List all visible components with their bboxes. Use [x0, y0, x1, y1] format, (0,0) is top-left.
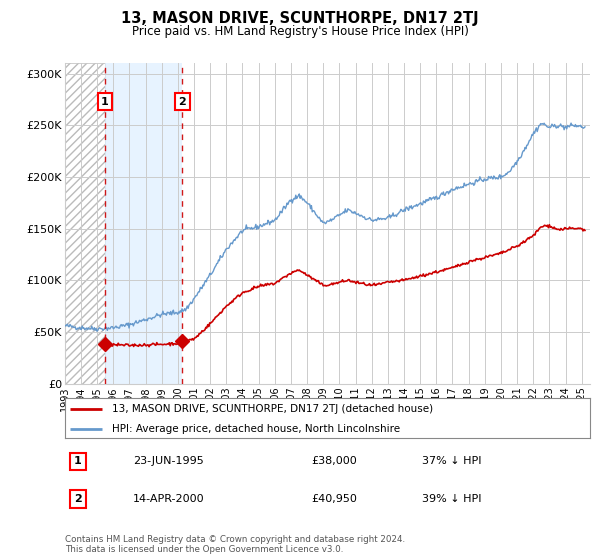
Text: 2: 2	[74, 494, 82, 504]
Text: 1: 1	[74, 456, 82, 466]
Text: 23-JUN-1995: 23-JUN-1995	[133, 456, 204, 466]
Text: 13, MASON DRIVE, SCUNTHORPE, DN17 2TJ (detached house): 13, MASON DRIVE, SCUNTHORPE, DN17 2TJ (d…	[112, 404, 433, 414]
Bar	[105, 63, 182, 384]
Text: HPI: Average price, detached house, North Lincolnshire: HPI: Average price, detached house, Nort…	[112, 424, 400, 434]
Text: 39% ↓ HPI: 39% ↓ HPI	[422, 494, 481, 504]
Text: 2: 2	[178, 97, 186, 107]
Text: 37% ↓ HPI: 37% ↓ HPI	[422, 456, 481, 466]
Text: Price paid vs. HM Land Registry's House Price Index (HPI): Price paid vs. HM Land Registry's House …	[131, 25, 469, 38]
Text: 1: 1	[101, 97, 109, 107]
Text: £40,950: £40,950	[311, 494, 358, 504]
Text: Contains HM Land Registry data © Crown copyright and database right 2024.
This d: Contains HM Land Registry data © Crown c…	[65, 535, 405, 554]
Text: 14-APR-2000: 14-APR-2000	[133, 494, 205, 504]
Text: £38,000: £38,000	[311, 456, 358, 466]
Text: 13, MASON DRIVE, SCUNTHORPE, DN17 2TJ: 13, MASON DRIVE, SCUNTHORPE, DN17 2TJ	[121, 11, 479, 26]
Bar	[65, 63, 105, 384]
